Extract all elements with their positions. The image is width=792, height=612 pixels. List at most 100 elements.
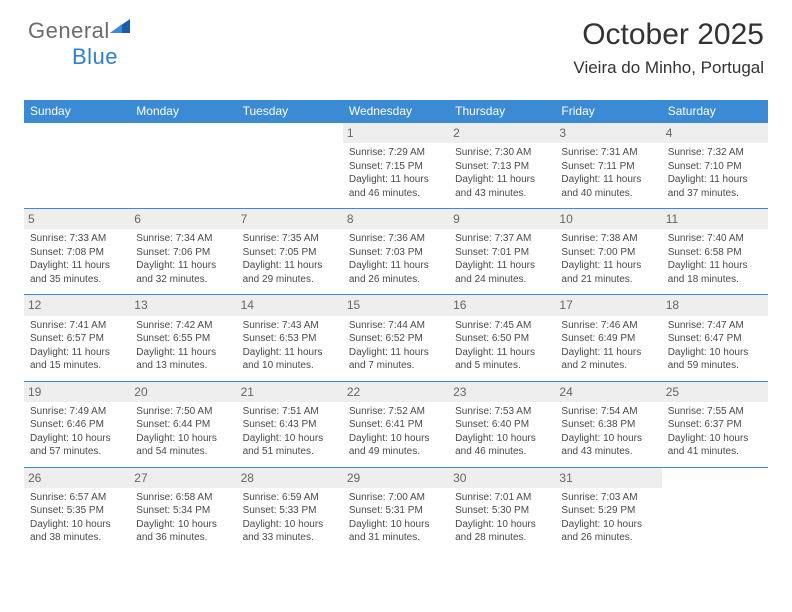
sunrise-text: Sunrise: 7:51 AM <box>243 405 337 419</box>
day-number: 8 <box>343 209 449 229</box>
daylight-text: Daylight: 11 hours <box>30 259 124 273</box>
day-number: 27 <box>130 468 236 488</box>
sunrise-text: Sunrise: 7:38 AM <box>561 232 655 246</box>
calendar-cell: 13Sunrise: 7:42 AMSunset: 6:55 PMDayligh… <box>130 295 236 381</box>
weekday-header: Tuesday <box>237 100 343 123</box>
location: Vieira do Minho, Portugal <box>573 58 764 78</box>
sunset-text: Sunset: 6:40 PM <box>455 418 549 432</box>
calendar-row: 1Sunrise: 7:29 AMSunset: 7:15 PMDaylight… <box>24 123 768 209</box>
sunrise-text: Sunrise: 7:43 AM <box>243 319 337 333</box>
daylight-text: and 26 minutes. <box>561 531 655 545</box>
daylight-text: Daylight: 11 hours <box>455 173 549 187</box>
sunset-text: Sunset: 6:58 PM <box>668 246 762 260</box>
daylight-text: and 32 minutes. <box>136 273 230 287</box>
sunset-text: Sunset: 6:37 PM <box>668 418 762 432</box>
calendar-cell: 26 Sunrise: 6:57 AMSunset: 5:35 PMDayligh… <box>24 467 130 553</box>
daylight-text: and 5 minutes. <box>455 359 549 373</box>
calendar-cell: 29Sunrise: 7:00 AMSunset: 5:31 PMDayligh… <box>343 467 449 553</box>
calendar-cell: 25Sunrise: 7:55 AMSunset: 6:37 PMDayligh… <box>662 381 768 467</box>
sunrise-text: Sunrise: 7:36 AM <box>349 232 443 246</box>
daylight-text: Daylight: 10 hours <box>243 518 337 532</box>
day-number: 6 <box>130 209 236 229</box>
logo-part1: General <box>28 18 110 44</box>
daylight-text: and 7 minutes. <box>349 359 443 373</box>
daylight-text: and 2 minutes. <box>561 359 655 373</box>
daylight-text: Daylight: 11 hours <box>243 346 337 360</box>
calendar-cell: 30Sunrise: 7:01 AMSunset: 5:30 PMDayligh… <box>449 467 555 553</box>
daylight-text: Daylight: 11 hours <box>136 346 230 360</box>
sunset-text: Sunset: 6:41 PM <box>349 418 443 432</box>
calendar-cell: 3Sunrise: 7:31 AMSunset: 7:11 PMDaylight… <box>555 123 661 209</box>
weekday-header: Friday <box>555 100 661 123</box>
sunrise-text: Sunrise: 7:54 AM <box>561 405 655 419</box>
sunrise-text: Sunrise: 7:47 AM <box>668 319 762 333</box>
sunrise-text: Sunrise: 7:53 AM <box>455 405 549 419</box>
day-number: 22 <box>343 382 449 402</box>
daylight-text: Daylight: 11 hours <box>668 259 762 273</box>
daylight-text: and 33 minutes. <box>243 531 337 545</box>
sunset-text: Sunset: 6:44 PM <box>136 418 230 432</box>
daylight-text: Daylight: 10 hours <box>136 432 230 446</box>
weekday-header: Saturday <box>662 100 768 123</box>
day-number: 14 <box>237 295 343 315</box>
sunrise-text: Sunrise: 7:00 AM <box>349 491 443 505</box>
daylight-text: Daylight: 11 hours <box>30 346 124 360</box>
sunrise-text: Sunrise: 7:33 AM <box>30 232 124 246</box>
sunset-text: Sunset: 6:46 PM <box>30 418 124 432</box>
calendar-row: 19Sunrise: 7:49 AMSunset: 6:46 PMDayligh… <box>24 381 768 467</box>
day-number: 5 <box>24 209 130 229</box>
calendar-cell: 22Sunrise: 7:52 AMSunset: 6:41 PMDayligh… <box>343 381 449 467</box>
calendar-cell: 28Sunrise: 6:59 AMSunset: 5:33 PMDayligh… <box>237 467 343 553</box>
day-number: 26 <box>24 468 130 488</box>
sunrise-text: Sunrise: 7:32 AM <box>668 146 762 160</box>
day-number: 18 <box>662 295 768 315</box>
weekday-header-row: Sunday Monday Tuesday Wednesday Thursday… <box>24 100 768 123</box>
daylight-text: Daylight: 11 hours <box>349 346 443 360</box>
daylight-text: and 43 minutes. <box>455 187 549 201</box>
day-number: 21 <box>237 382 343 402</box>
day-number: 11 <box>662 209 768 229</box>
daylight-text: and 57 minutes. <box>30 445 124 459</box>
sunrise-text: Sunrise: 7:49 AM <box>30 405 124 419</box>
sunrise-text: Sunrise: 7:52 AM <box>349 405 443 419</box>
calendar-cell: 27Sunrise: 6:58 AMSunset: 5:34 PMDayligh… <box>130 467 236 553</box>
day-number: 16 <box>449 295 555 315</box>
sunset-text: Sunset: 7:13 PM <box>455 160 549 174</box>
daylight-text: and 21 minutes. <box>561 273 655 287</box>
sunset-text: Sunset: 6:55 PM <box>136 332 230 346</box>
calendar-cell: 4Sunrise: 7:32 AMSunset: 7:10 PMDaylight… <box>662 123 768 209</box>
sunrise-text: Sunrise: 6:57 AM <box>30 491 124 505</box>
calendar-cell: 15Sunrise: 7:44 AMSunset: 6:52 PMDayligh… <box>343 295 449 381</box>
daylight-text: Daylight: 11 hours <box>349 259 443 273</box>
calendar-cell: 20Sunrise: 7:50 AMSunset: 6:44 PMDayligh… <box>130 381 236 467</box>
daylight-text: and 51 minutes. <box>243 445 337 459</box>
calendar-cell: 23Sunrise: 7:53 AMSunset: 6:40 PMDayligh… <box>449 381 555 467</box>
daylight-text: and 41 minutes. <box>668 445 762 459</box>
sunrise-text: Sunrise: 7:46 AM <box>561 319 655 333</box>
calendar-cell <box>24 123 130 209</box>
calendar-table: Sunday Monday Tuesday Wednesday Thursday… <box>24 100 768 553</box>
sunrise-text: Sunrise: 6:59 AM <box>243 491 337 505</box>
daylight-text: Daylight: 10 hours <box>243 432 337 446</box>
calendar-cell: 18Sunrise: 7:47 AMSunset: 6:47 PMDayligh… <box>662 295 768 381</box>
calendar-cell: 7Sunrise: 7:35 AMSunset: 7:05 PMDaylight… <box>237 209 343 295</box>
sunrise-text: Sunrise: 7:50 AM <box>136 405 230 419</box>
calendar-cell: 31Sunrise: 7:03 AMSunset: 5:29 PMDayligh… <box>555 467 661 553</box>
calendar-cell <box>662 467 768 553</box>
day-number: 30 <box>449 468 555 488</box>
sunset-text: Sunset: 5:35 PM <box>30 504 124 518</box>
sunrise-text: Sunrise: 7:34 AM <box>136 232 230 246</box>
sunrise-text: Sunrise: 7:42 AM <box>136 319 230 333</box>
daylight-text: Daylight: 10 hours <box>30 518 124 532</box>
calendar-cell <box>130 123 236 209</box>
daylight-text: Daylight: 10 hours <box>455 518 549 532</box>
day-number: 7 <box>237 209 343 229</box>
day-number: 17 <box>555 295 661 315</box>
daylight-text: and 36 minutes. <box>136 531 230 545</box>
daylight-text: and 43 minutes. <box>561 445 655 459</box>
sunrise-text: Sunrise: 7:30 AM <box>455 146 549 160</box>
daylight-text: and 10 minutes. <box>243 359 337 373</box>
day-number: 9 <box>449 209 555 229</box>
daylight-text: Daylight: 10 hours <box>136 518 230 532</box>
day-number: 29 <box>343 468 449 488</box>
